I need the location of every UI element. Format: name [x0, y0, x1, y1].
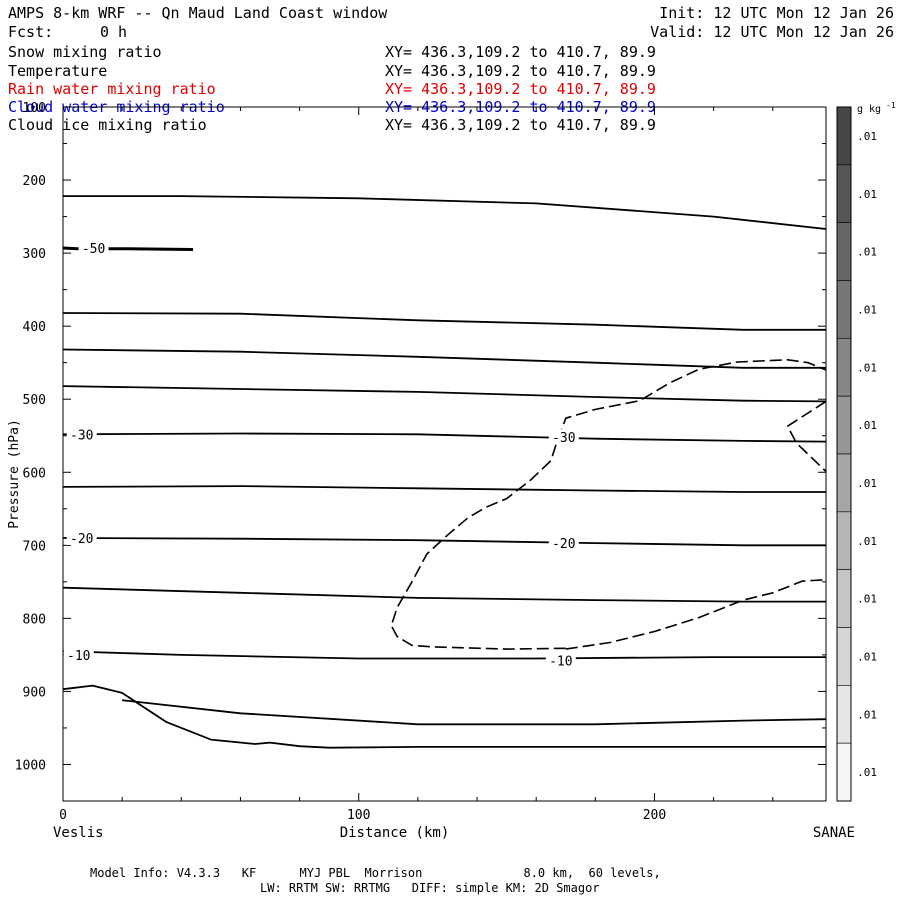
y-tick-label: 900 — [23, 685, 46, 700]
colorbar-swatch — [836, 742, 852, 802]
isotherm-line — [62, 432, 827, 443]
colorbar-label: .01 — [857, 708, 877, 721]
colorbar-label: .01 — [857, 188, 877, 201]
terrain-line — [62, 684, 826, 749]
isotherm-line — [62, 348, 826, 369]
field-xy: XY= 436.3,109.2 to 410.7, 89.9 — [385, 62, 656, 80]
colorbar-label: .01 — [857, 303, 877, 316]
field-name: Temperature — [8, 62, 108, 80]
isotherm-line — [62, 312, 826, 331]
x-tick-label: 200 — [643, 808, 666, 823]
colorbar-label: .01 — [857, 361, 877, 374]
y-axis-label: Pressure (hPa) — [7, 419, 22, 529]
colorbar-swatch — [836, 685, 852, 744]
colorbar-swatch — [836, 569, 852, 628]
plot-frame — [62, 106, 827, 802]
isotherm-label-bg — [548, 429, 579, 445]
isotherm-label: -30 — [552, 431, 575, 446]
isotherm-line — [63, 195, 827, 230]
cloud-ice-contour — [390, 359, 827, 650]
isotherm-label-bg — [66, 530, 97, 546]
y-tick-label: 500 — [23, 393, 46, 408]
field-name: Snow mixing ratio — [8, 43, 162, 61]
colorbar-unit-exponent: -1 — [886, 101, 896, 110]
colorbar-swatch — [836, 338, 852, 397]
isotherm-label-bg — [548, 535, 579, 551]
field-xy: XY= 436.3,109.2 to 410.7, 89.9 — [385, 43, 656, 61]
init-time: Init: 12 UTC Mon 12 Jan 26 — [659, 4, 894, 22]
colorbar-swatch — [836, 511, 852, 570]
y-tick-label: 100 — [23, 101, 46, 116]
isotherm-line — [62, 485, 826, 493]
x-endpoint-left: Veslis — [53, 825, 104, 841]
colorbar-unit: g kg — [857, 104, 881, 115]
y-tick-label: 300 — [23, 247, 46, 262]
isotherm-label: -10 — [67, 649, 90, 664]
isotherm-label-bg — [78, 239, 109, 255]
isotherm-line — [62, 385, 827, 403]
x-axis-label: Distance (km) — [340, 825, 450, 841]
colorbar-swatch — [836, 627, 852, 686]
isotherm-label: -30 — [70, 428, 93, 443]
isotherm-label: -20 — [70, 532, 93, 547]
isotherm-label-bg — [545, 652, 576, 668]
x-tick-label: 100 — [347, 808, 370, 823]
colorbar-label: .01 — [857, 593, 877, 606]
field-xy: XY= 436.3,109.2 to 410.7, 89.9 — [385, 116, 656, 134]
x-endpoint-right: SANAE — [813, 825, 855, 841]
field-name: Cloud ice mixing ratio — [8, 116, 207, 134]
isotherm-line — [62, 537, 826, 547]
colorbar-frame — [836, 106, 852, 802]
y-tick-label: 400 — [23, 320, 46, 335]
y-tick-label: 700 — [23, 539, 46, 554]
isotherm-label: -20 — [552, 537, 575, 552]
cloud-ice-contour — [786, 400, 827, 473]
colorbar-swatch — [836, 395, 852, 455]
field-name: Rain water mixing ratio — [8, 80, 216, 98]
forecast-label: Fcst: — [8, 23, 54, 41]
colorbar-label: .01 — [857, 419, 877, 432]
isotherm-label-bg — [63, 646, 94, 662]
isotherm-label-bg — [66, 426, 97, 442]
colorbar-swatch — [836, 106, 852, 166]
isotherm-label: -10 — [549, 655, 572, 670]
forecast-value: 0 h — [100, 23, 128, 41]
colorbar-label: .01 — [857, 477, 877, 490]
y-tick-label: 600 — [23, 466, 46, 481]
colorbar-label: .01 — [857, 650, 877, 663]
colorbar-label: .01 — [857, 766, 877, 779]
colorbar-label: .01 — [857, 246, 877, 259]
colorbar-label: .01 — [857, 535, 877, 548]
valid-time: Valid: 12 UTC Mon 12 Jan 26 — [650, 23, 894, 41]
model-info-line2: LW: RRTM SW: RRTMG DIFF: simple KM: 2D S… — [260, 881, 600, 895]
chart-title: AMPS 8-km WRF -- Qn Maud Land Coast wind… — [8, 4, 388, 22]
y-tick-label: 1000 — [15, 758, 46, 773]
y-tick-label: 200 — [23, 174, 46, 189]
colorbar-swatch — [836, 164, 852, 223]
colorbar-swatch — [836, 280, 852, 339]
field-xy: XY= 436.3,109.2 to 410.7, 89.9 — [385, 80, 656, 98]
colorbar-label: .01 — [857, 130, 877, 143]
colorbar-swatch — [836, 222, 852, 281]
isotherm-line — [62, 586, 826, 603]
cloud-ice-contour — [565, 578, 827, 650]
model-info-line1: Model Info: V4.3.3 KF MYJ PBL Morrison 8… — [90, 866, 661, 880]
isotherm-label: -50 — [82, 242, 105, 257]
isotherm-line — [122, 699, 827, 726]
colorbar-swatch — [836, 453, 852, 513]
isotherm-line — [62, 650, 826, 660]
x-tick-label: 0 — [59, 808, 67, 823]
y-tick-label: 800 — [23, 612, 46, 627]
